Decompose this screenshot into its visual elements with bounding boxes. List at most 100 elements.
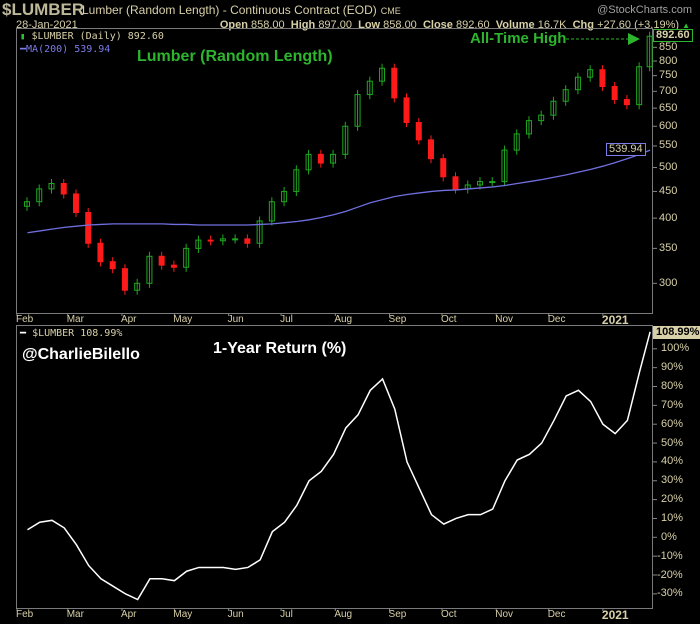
month-label: Dec xyxy=(547,314,566,325)
return-tick-label: 0% xyxy=(661,530,677,543)
candle-up xyxy=(513,133,520,151)
candle-down xyxy=(415,121,422,141)
return-tick-label: 40% xyxy=(661,455,684,468)
candle-down xyxy=(109,261,116,270)
price-tick-label: 400 xyxy=(659,211,678,224)
candle-up xyxy=(646,35,653,68)
price-panel[interactable] xyxy=(16,28,653,314)
month-label: Sep xyxy=(388,609,407,620)
candle-down xyxy=(170,264,177,268)
price-tick-label: 850 xyxy=(659,40,678,53)
month-label: Aug xyxy=(334,609,353,620)
month-label: Jun xyxy=(227,314,244,325)
candle-up xyxy=(134,282,141,291)
month-label: Jul xyxy=(280,314,293,325)
return-tick-label: -10% xyxy=(657,549,683,562)
candle-up xyxy=(525,120,532,135)
candle-up xyxy=(366,80,373,96)
return-tick-label: 60% xyxy=(661,417,684,430)
candle-down xyxy=(72,193,79,214)
ma200-line xyxy=(27,149,651,234)
month-label: Oct xyxy=(441,314,457,325)
ma-legend-text: MA(200) 539.94 xyxy=(26,44,111,55)
last-return-tag: 108.99% xyxy=(653,326,700,339)
candle-icon: ▮ xyxy=(20,32,26,42)
return-panel[interactable] xyxy=(16,325,653,609)
candle-down xyxy=(623,99,630,106)
candle-down xyxy=(452,176,459,190)
month-label: Oct xyxy=(441,609,457,620)
candle-up xyxy=(293,169,300,192)
return-tick-label: 100% xyxy=(661,342,690,355)
triangle-up-icon: ▲ xyxy=(682,21,690,30)
candle-down xyxy=(611,85,618,101)
exchange-label: CME xyxy=(380,6,401,16)
price-legend-text: $LUMBER (Daily) 892.60 xyxy=(31,31,164,42)
instrument-name: Lumber (Random Length) - Continuous Cont… xyxy=(82,3,401,17)
month-label: Apr xyxy=(120,609,137,620)
candle-up xyxy=(562,89,569,102)
return-tick-label: 30% xyxy=(661,474,684,487)
price-tick-label: 450 xyxy=(659,184,678,197)
candle-down xyxy=(599,69,606,87)
candle-up xyxy=(195,239,202,249)
candle-down xyxy=(403,97,410,123)
month-label: Jul xyxy=(280,609,293,620)
ticker-symbol: $LUMBER xyxy=(2,0,85,19)
candle-up xyxy=(550,100,557,116)
all-time-high-annotation: All-Time High xyxy=(470,30,567,47)
candle-up xyxy=(256,220,263,244)
candle-down xyxy=(158,255,165,266)
month-label: Feb xyxy=(16,609,34,620)
candle-up xyxy=(183,247,190,268)
return-tick-label: 50% xyxy=(661,436,684,449)
price-tick-label: 800 xyxy=(659,54,678,67)
candle-down xyxy=(317,153,324,164)
return-tick-label: 80% xyxy=(661,380,684,392)
candle-up xyxy=(146,255,153,284)
candle-up xyxy=(574,76,581,91)
candle-up xyxy=(342,125,349,155)
ma-value-tag: 539.94 xyxy=(606,143,646,156)
candle-up xyxy=(305,153,312,171)
candle-up xyxy=(36,188,43,203)
month-label: Nov xyxy=(495,609,514,620)
candle-down xyxy=(97,242,104,263)
candle-up xyxy=(330,153,337,164)
ma-legend: ━MA(200) 539.94 xyxy=(20,44,110,56)
candle-up xyxy=(268,201,275,222)
candle-up xyxy=(281,190,288,203)
price-tick-label: 600 xyxy=(659,119,678,132)
candle-up xyxy=(501,149,508,183)
return-tick-label: 90% xyxy=(661,361,684,374)
candle-up xyxy=(636,66,643,106)
price-legend: ▮ $LUMBER (Daily) 892.60 xyxy=(20,31,164,43)
price-tick-label: 500 xyxy=(659,161,678,174)
ma-line-icon: ━ xyxy=(20,44,27,55)
candle-up xyxy=(538,114,545,122)
return-line xyxy=(27,331,651,601)
arrow-right-icon xyxy=(628,33,640,45)
return-legend-text: $LUMBER 108.99% xyxy=(32,328,123,339)
candle-up xyxy=(489,181,496,184)
price-tick-label: 350 xyxy=(659,241,678,254)
month-label: 2021 xyxy=(601,313,629,327)
candle-up xyxy=(476,181,483,186)
return-chart-title: 1-Year Return (%) xyxy=(213,340,347,357)
price-tick-label: 550 xyxy=(659,139,678,152)
return-tick-label: -30% xyxy=(657,587,683,600)
candle-up xyxy=(379,67,386,82)
price-chart-title: Lumber (Random Length) xyxy=(137,48,333,65)
return-tick-label: -20% xyxy=(657,568,683,581)
instrument-name-text: Lumber (Random Length) - Continuous Cont… xyxy=(82,3,377,17)
month-label: Apr xyxy=(120,314,137,325)
author-handle: @CharlieBilello xyxy=(22,346,140,363)
month-label: Aug xyxy=(334,314,353,325)
candle-up xyxy=(23,201,30,207)
month-label: Nov xyxy=(495,314,514,325)
candle-up xyxy=(232,238,239,241)
candle-up xyxy=(48,183,55,190)
return-tick-label: 20% xyxy=(661,493,684,506)
month-label: May xyxy=(173,314,193,325)
return-legend: ━ $LUMBER 108.99% xyxy=(20,328,122,340)
